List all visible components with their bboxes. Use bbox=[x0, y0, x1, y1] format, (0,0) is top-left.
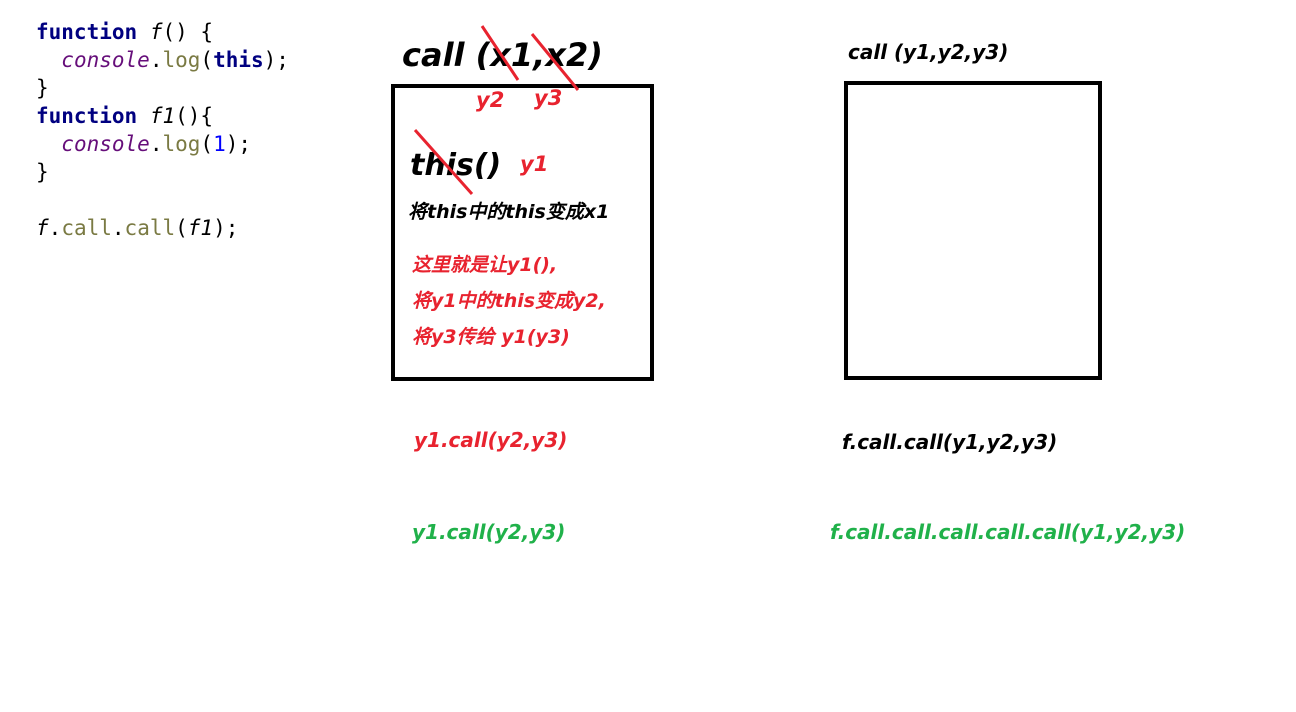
indent bbox=[36, 132, 61, 156]
object-name: console bbox=[61, 132, 150, 156]
code-text: ( bbox=[200, 132, 214, 156]
code-line-2: console.log(this); bbox=[36, 46, 289, 74]
function-name: f1 bbox=[149, 104, 176, 128]
method-name: log bbox=[162, 132, 201, 156]
function-name: f bbox=[149, 20, 163, 44]
right-diagram-title: call (y1,y2,y3) bbox=[848, 40, 1009, 64]
note-red-line-3: 将y3传给 y1(y3) bbox=[412, 326, 570, 348]
label-y3: y3 bbox=[534, 86, 563, 110]
code-block: function f() { console.log(this); } func… bbox=[36, 18, 289, 242]
code-line-5: console.log(1); bbox=[36, 130, 289, 158]
indent bbox=[36, 48, 61, 72]
method-name: call bbox=[124, 216, 176, 240]
code-line-1: function f() { bbox=[36, 18, 289, 46]
number-literal: 1 bbox=[213, 132, 226, 156]
right-below-green-text: f.call.call.call.call.call(y1,y2,y3) bbox=[830, 520, 1186, 544]
object-name: f bbox=[36, 216, 49, 240]
keyword: function bbox=[36, 20, 138, 44]
method-name: call bbox=[61, 216, 112, 240]
keyword: function bbox=[36, 104, 138, 128]
this-call-text: this() bbox=[410, 148, 502, 183]
code-line-8: f.call.call(f1); bbox=[36, 214, 289, 242]
left-diagram-box bbox=[391, 84, 654, 381]
right-diagram-box bbox=[844, 81, 1102, 380]
left-diagram-title: call (x1,x2) bbox=[402, 36, 603, 74]
code-text: . bbox=[149, 132, 163, 156]
code-text: ); bbox=[225, 132, 252, 156]
label-y1: y1 bbox=[520, 152, 549, 176]
code-text: (){ bbox=[175, 104, 214, 128]
label-y2: y2 bbox=[476, 88, 505, 112]
right-below-black-text: f.call.call(y1,y2,y3) bbox=[842, 430, 1058, 454]
method-name: log bbox=[162, 48, 201, 72]
code-line-3: } bbox=[36, 76, 49, 100]
keyword: this bbox=[213, 48, 264, 72]
object-name: console bbox=[61, 48, 150, 72]
code-text: . bbox=[111, 216, 125, 240]
note-red-line-2: 将y1中的this变成y2, bbox=[412, 290, 606, 312]
code-text: ( bbox=[175, 216, 188, 240]
code-text: ); bbox=[213, 216, 239, 240]
code-line-6: } bbox=[36, 160, 49, 184]
code-text: ); bbox=[263, 48, 289, 72]
left-below-red-text: y1.call(y2,y3) bbox=[414, 428, 568, 452]
code-line-4: function f1(){ bbox=[36, 102, 289, 130]
code-text: . bbox=[149, 48, 163, 72]
function-name: f1 bbox=[187, 216, 214, 240]
note-red-line-1: 这里就是让y1(), bbox=[412, 254, 558, 276]
note-black: 将this中的this变成x1 bbox=[408, 201, 610, 223]
code-line-7 bbox=[36, 186, 289, 214]
code-text: () { bbox=[162, 20, 214, 44]
left-below-green-text: y1.call(y2,y3) bbox=[412, 520, 566, 544]
code-text: ( bbox=[200, 48, 214, 72]
code-text: . bbox=[48, 216, 62, 240]
